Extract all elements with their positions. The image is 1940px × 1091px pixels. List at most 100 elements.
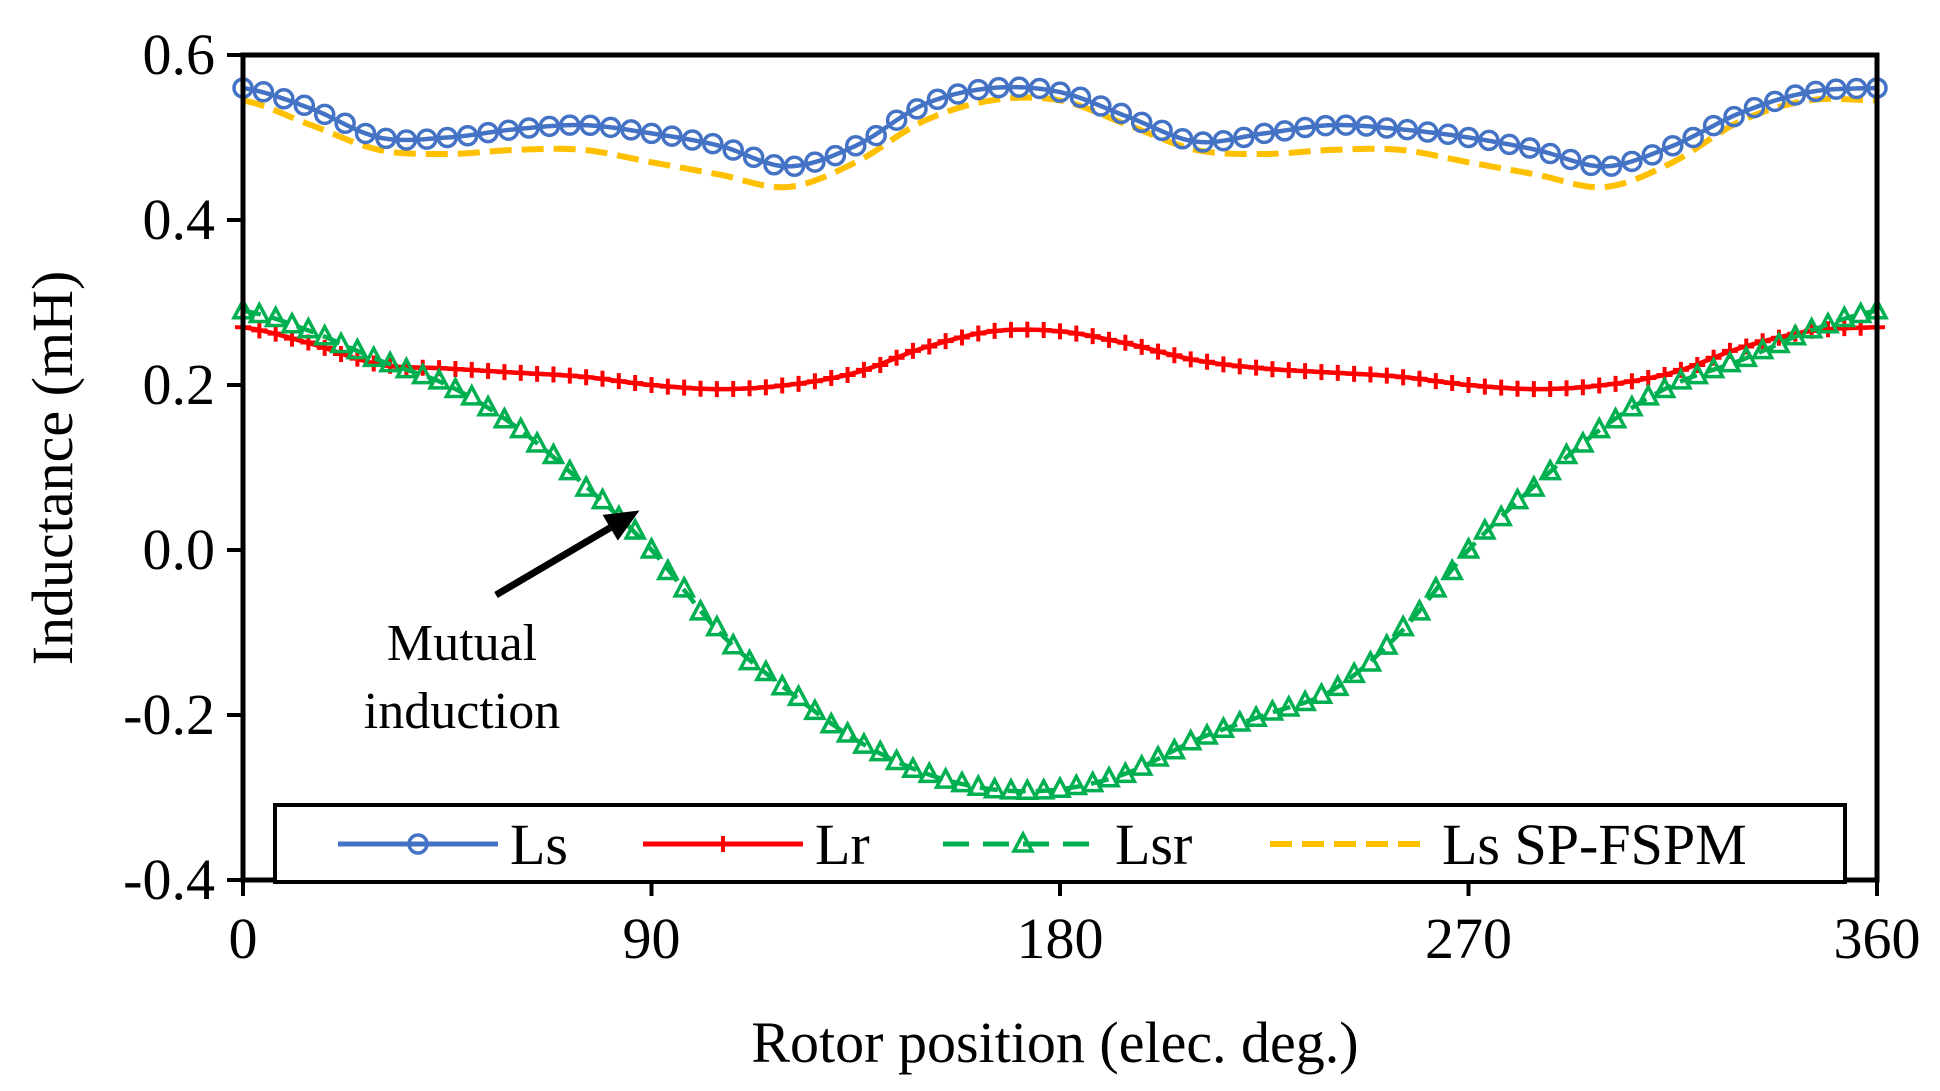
data-point-lsr [459, 383, 484, 406]
data-point-ls [1845, 77, 1868, 100]
data-point-ls [640, 122, 663, 145]
legend-entry-lr: Lr [643, 812, 870, 877]
data-point-ls [702, 132, 724, 155]
data-point-lr [627, 374, 644, 391]
data-point-lsr [770, 672, 795, 696]
data-point-lsr [802, 697, 827, 721]
data-point-lr [741, 380, 758, 397]
data-point-lsr [590, 486, 615, 510]
legend-marker-lsr [1011, 830, 1035, 853]
data-point-lsr [1211, 715, 1236, 739]
legend-entry-ls-sp-fspm: Ls SP-FSPM [1270, 812, 1747, 877]
series-lr [235, 319, 1885, 398]
data-point-lr [1411, 370, 1428, 387]
data-point-lsr [394, 355, 419, 379]
data-point-lsr [1750, 336, 1775, 360]
data-point-lr [888, 349, 905, 366]
data-point-lsr [1195, 722, 1219, 745]
annotation-arrow-head [602, 510, 640, 541]
data-point-ls [824, 144, 847, 167]
x-tick-label: 180 [1017, 906, 1104, 971]
y-tick-label: 0.6 [143, 22, 216, 87]
data-point-lsr [1521, 474, 1546, 497]
data-point-ls [947, 83, 969, 105]
data-point-lr [610, 373, 627, 390]
data-point-lr [1378, 367, 1395, 384]
data-point-lsr [1276, 694, 1301, 717]
data-point-ls [1559, 148, 1582, 171]
data-point-ls [865, 124, 887, 147]
data-point-lr [692, 380, 709, 397]
data-point-lsr [1162, 737, 1187, 760]
data-point-ls [1130, 111, 1153, 134]
data-point-lsr [492, 406, 517, 429]
data-point-lsr [508, 415, 533, 439]
data-point-lsr [1358, 649, 1383, 672]
data-point-lr [1297, 363, 1314, 380]
data-point-ls [1008, 76, 1030, 98]
y-tick-label: 0.2 [143, 352, 216, 417]
data-point-lr [496, 364, 513, 381]
data-point-ls [559, 114, 581, 136]
data-point-lr [774, 377, 791, 394]
data-point-lsr [1669, 367, 1693, 390]
data-point-lr [529, 365, 546, 382]
data-point-ls [1376, 117, 1398, 139]
data-point-ls [783, 155, 806, 177]
data-point-ls [1314, 114, 1337, 137]
data-point-ls [1335, 114, 1357, 136]
data-point-lr [872, 356, 889, 373]
data-point-lsr [1064, 772, 1089, 796]
data-point-lr [986, 322, 1003, 339]
y-axis-label: Inductance (mH) [20, 271, 85, 666]
series-line-ls [242, 84, 1878, 169]
annotation: Mutual induction [364, 510, 640, 740]
y-tick-label: 0.0 [143, 517, 216, 582]
data-point-lr [839, 366, 856, 383]
data-point-lsr [852, 731, 876, 754]
data-point-ls [906, 98, 928, 120]
data-point-lsr [1227, 709, 1252, 732]
data-point-ls [538, 115, 561, 138]
data-point-lsr [1832, 304, 1857, 328]
data-point-lsr [329, 330, 353, 354]
data-point-ls [1457, 126, 1480, 149]
data-point-ls [742, 146, 765, 168]
data-point-lr [1509, 380, 1526, 397]
data-point-ls [1294, 116, 1316, 139]
data-point-lsr [525, 430, 550, 453]
data-point-lsr [427, 367, 451, 390]
data-point-lr [790, 375, 807, 392]
x-axis-label: Rotor position (elec. deg.) [751, 1010, 1358, 1075]
data-point-lsr [1113, 760, 1138, 784]
data-point-lr [1836, 320, 1853, 337]
data-point-ls [1192, 131, 1214, 153]
data-point-lsr [737, 647, 762, 671]
annotation-line-1: Mutual [387, 615, 537, 672]
data-point-lsr [1685, 361, 1710, 385]
data-point-ls [497, 119, 520, 141]
data-point-ls [1212, 129, 1235, 152]
data-point-lsr [361, 344, 386, 368]
data-point-lr [1084, 328, 1101, 345]
data-point-lsr [655, 557, 680, 581]
data-point-lsr [753, 658, 778, 682]
data-point-ls [354, 122, 377, 145]
data-point-lr [643, 377, 660, 393]
data-point-lr [1460, 377, 1477, 393]
data-point-lsr [1342, 660, 1367, 684]
data-point-lsr [312, 322, 337, 346]
data-point-lr [1264, 361, 1281, 378]
data-point-ls [1743, 96, 1766, 119]
data-point-lr [708, 381, 725, 398]
data-point-lsr [721, 632, 746, 655]
data-point-ls [1049, 81, 1071, 103]
axis-layer: 0.6 0.4 0.2 0.0 -0.2 -0.40 90 180 270 360 [123, 22, 1920, 971]
data-point-ls [579, 114, 601, 137]
data-point-lr [1117, 334, 1134, 351]
data-point-lsr [786, 683, 811, 707]
data-point-lsr [1374, 632, 1399, 655]
data-point-ls [273, 88, 295, 110]
data-point-lsr [1848, 300, 1873, 324]
